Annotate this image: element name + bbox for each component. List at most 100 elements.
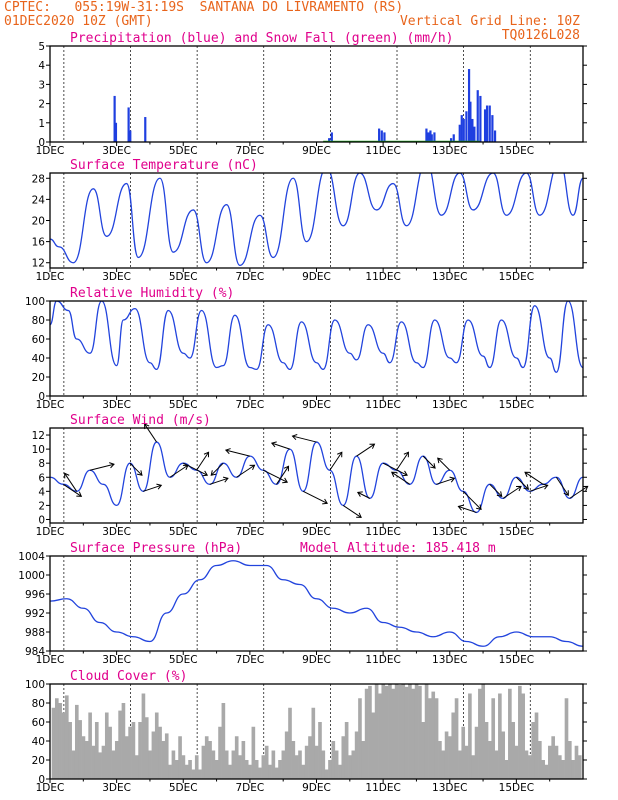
wind-arrow-head	[224, 448, 231, 455]
x-tick-label: 1DEC	[36, 271, 65, 283]
wind-arrow	[458, 505, 477, 513]
cloud-bar	[178, 736, 182, 779]
cloud-bar	[218, 726, 222, 779]
y-tick-label: 2	[38, 99, 45, 111]
wind-arrow-head	[64, 472, 70, 479]
x-tick-label: 13DEC	[432, 145, 467, 157]
wind-arrow-head	[582, 485, 589, 492]
x-tick-label: 15DEC	[499, 399, 534, 411]
precip-bar	[471, 118, 474, 142]
panel-precipitation: 0 1 2 3 4 5 1DEC 3DEC 5DEC 7DEC 9DEC 11DEC 13DEC 15DE…	[36, 31, 587, 157]
cloud-bar	[101, 745, 106, 779]
cloud-bar	[358, 698, 362, 779]
x-tick-label: 9DEC	[302, 399, 331, 411]
cloud-bar	[241, 741, 246, 779]
wind-arrow-head	[356, 491, 363, 497]
header-model-id: TQ0126L028	[501, 28, 580, 43]
cloud-bar	[434, 698, 439, 779]
cloud-bar	[188, 760, 192, 779]
wind-arrow-head	[402, 470, 408, 477]
y-tick-label: 0	[38, 774, 45, 786]
cloud-bar	[448, 736, 452, 779]
cloud-bar	[484, 722, 489, 779]
x-tick-label: 5DEC	[169, 271, 198, 283]
wind-arrow	[129, 462, 143, 476]
wind-arrow	[276, 466, 289, 485]
cloud-bar	[384, 685, 389, 779]
cloud-bar	[251, 726, 256, 779]
cloud-bar	[431, 691, 436, 779]
cloud-bar	[228, 764, 232, 779]
panel-temperature: 12 16 20 24 28 1DEC 3DEC 5DEC 7DEC 9DEC 11DEC 13DEC…	[32, 158, 587, 283]
cloud-bar	[264, 745, 269, 779]
x-tick-label: 9DEC	[302, 654, 331, 666]
cloud-bar	[521, 693, 526, 779]
cloud-bar	[278, 760, 282, 779]
cloud-bar	[498, 693, 502, 779]
cloud-bar	[164, 733, 169, 779]
wind-arrow	[236, 464, 255, 478]
cloud-bar	[444, 731, 449, 779]
precip-bar	[460, 115, 463, 142]
wind-arrow-head	[496, 491, 503, 497]
x-tick-label: 1DEC	[36, 399, 65, 411]
panel-wind: 0 2 4 6 8 10 12 1DEC 3DEC 5DEC 7DEC 9DEC 11DEC 13DEC 1…	[32, 413, 589, 538]
cloud-bar	[151, 731, 156, 779]
cloud-bar	[328, 760, 332, 779]
cloud-bar	[378, 693, 382, 779]
y-tick-label: 0	[38, 514, 45, 526]
cloud-bar	[84, 741, 89, 779]
x-tick-label: 13DEC	[432, 782, 467, 794]
wind-arrow	[396, 451, 409, 471]
wind-arrow	[391, 471, 411, 485]
wind-arrow-head	[524, 471, 531, 478]
y-tick-label: 100	[25, 679, 45, 691]
y-tick-label: 1004	[18, 551, 45, 563]
cloud-bar	[144, 717, 149, 779]
precip-bar	[458, 124, 461, 142]
wind-arrow	[356, 443, 375, 457]
wind-arrow-head	[390, 471, 397, 478]
x-tick-label: 7DEC	[236, 145, 265, 157]
panel-humidity: 0 20 40 60 80 100 1DEC 3DEC 5DEC 7DEC 9DEC 11DEC 13D…	[25, 286, 587, 411]
x-tick-label: 9DEC	[302, 782, 331, 794]
cloud-bar	[371, 712, 376, 779]
panel-title: Surface Temperature (nC)	[70, 158, 258, 173]
x-tick-label: 11DEC	[365, 399, 400, 411]
wind-arrow-head	[270, 441, 277, 448]
panel-annotation: Model Altitude: 185.418 m	[300, 541, 496, 556]
precip-bar	[485, 105, 489, 142]
cloud-bar	[321, 750, 326, 779]
wind-arrow	[63, 483, 82, 497]
cloud-bar	[81, 736, 86, 779]
precip-bar	[114, 122, 118, 142]
precip-bar	[473, 126, 476, 142]
wind-arrow	[209, 477, 229, 485]
cloud-bar	[341, 736, 346, 779]
wind-arrow-head	[437, 457, 443, 464]
cloud-bar	[94, 722, 99, 779]
wind-arrow-head	[203, 451, 210, 458]
cloud-bar	[381, 684, 386, 779]
cloud-bar	[318, 722, 322, 779]
y-tick-label: 16	[32, 237, 46, 249]
wind-arrow-head	[516, 485, 522, 492]
cloud-bar	[74, 704, 79, 779]
x-tick-label: 7DEC	[236, 399, 265, 411]
cloud-bar	[258, 767, 262, 779]
cloud-bar	[108, 726, 112, 779]
cloud-bar	[58, 703, 62, 779]
panel-title: Cloud Cover (%)	[70, 669, 187, 684]
panel-frame	[49, 45, 584, 143]
x-tick-label: 3DEC	[102, 782, 131, 794]
cloud-bar	[98, 752, 102, 779]
x-tick-label: 3DEC	[102, 399, 131, 411]
precip-bar	[491, 115, 494, 142]
x-tick-label: 11DEC	[365, 654, 400, 666]
cloud-bar	[114, 741, 119, 779]
cloud-bar	[161, 741, 166, 779]
wind-arrow	[382, 462, 408, 476]
cloud-bar	[208, 741, 212, 779]
cloud-bar	[331, 741, 336, 779]
x-tick-label: 15DEC	[499, 654, 534, 666]
